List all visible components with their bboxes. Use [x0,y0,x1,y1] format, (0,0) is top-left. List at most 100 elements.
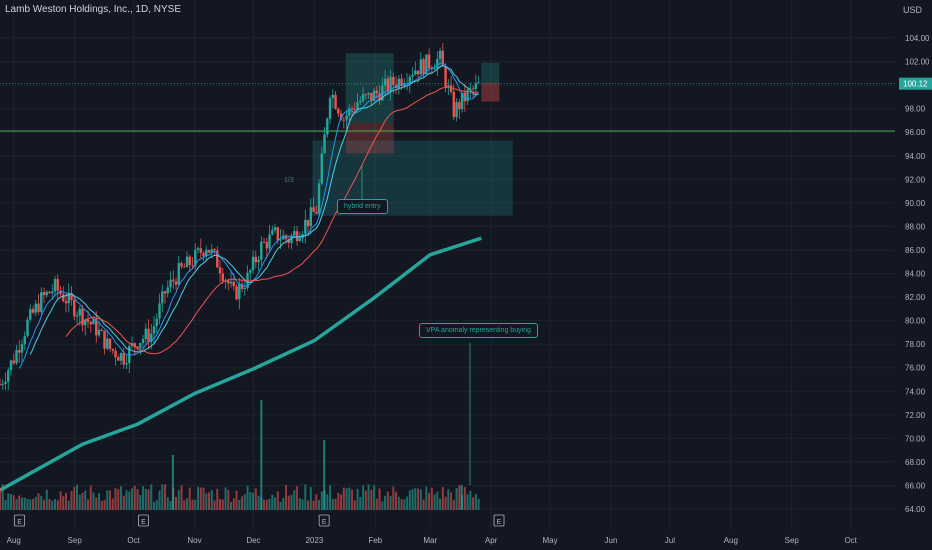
volume-bar [227,489,230,510]
candle [304,219,307,235]
earnings-icon: E [17,519,22,526]
hybrid-entry-note[interactable]: hybrid entry [337,199,388,214]
volume-bar [386,491,389,510]
volume-bar [337,492,340,510]
volume-bar [403,499,406,510]
candle [474,83,478,90]
candle [103,330,106,349]
sma-200-line [0,236,482,492]
volume-bar [158,490,161,510]
volume-bar [21,497,24,510]
volume-bar [197,486,200,510]
volume-bar [268,498,271,510]
volume-bar [309,487,312,510]
volume-bar [122,495,125,510]
y-tick-label: 104.00 [905,34,930,43]
volume-bar [276,491,279,510]
volume-bar [238,499,241,510]
candle [411,74,414,77]
candle [290,235,293,243]
candle [48,291,51,294]
candle [111,348,114,351]
vpa-anomaly-note[interactable]: VPA anomaly representing buying [419,323,538,338]
candle [18,350,21,353]
candle [251,256,255,271]
volume-bar [362,485,365,510]
chart-title: Lamb Weston Holdings, Inc., 1D, NYSE [5,4,182,15]
volume-bar [246,485,249,510]
candle [295,231,299,241]
volume-bar [59,491,62,510]
volume-bar [210,489,213,510]
volume-bar [458,485,461,510]
candle [163,291,167,294]
volume-bar [373,485,376,510]
sma-fast-line [18,62,479,369]
candle [31,309,35,313]
volume-bar [285,484,288,510]
volume-bar [433,494,436,510]
candle [471,88,475,90]
volume-bar [329,485,332,510]
volume-bar [29,499,32,510]
volume-bar [348,487,351,510]
candle [430,68,434,70]
volume-bar [428,492,431,510]
candle [243,287,246,290]
volume-bar [216,488,219,510]
volume-bar [188,487,191,510]
position-box-profit [345,53,394,123]
volume-bar [4,499,7,510]
x-tick-label: Aug [7,536,21,545]
candle [232,281,235,287]
volume-bar [136,489,139,510]
volume-bar [406,496,409,510]
volume-bar [89,485,92,510]
candle [427,54,431,69]
volume-bar [205,493,208,510]
volume-bar [191,499,194,510]
volume-bar [103,499,106,510]
candle [372,90,376,101]
volume-bar [395,491,398,510]
candle [444,66,447,87]
y-tick-label: 86.00 [905,246,926,255]
volume-bar [221,499,224,510]
volume-bar [208,492,211,510]
candle [122,353,125,365]
candle [180,263,183,267]
volume-bar [18,495,21,510]
x-tick-label: Apr [485,536,498,545]
candle [309,207,312,227]
candle [317,183,321,214]
currency-label: USD [902,5,922,15]
volume-bar [78,494,81,510]
volume-bar [463,487,466,510]
candle [392,76,395,85]
x-tick-label: Nov [187,536,201,545]
candle [15,350,18,364]
volume-bar [331,498,334,510]
volume-bar [318,499,321,510]
volume-bar [296,486,299,510]
y-tick-label: 88.00 [905,222,926,231]
candle [315,211,318,214]
volume-bar [367,484,370,510]
volume-bar [213,500,216,510]
candle [416,70,420,75]
candle [350,108,354,110]
candle [273,227,277,231]
candle [298,238,301,241]
volume-bar [444,496,447,510]
candle [229,281,233,284]
candle [78,308,81,316]
candle [177,263,180,285]
candle [73,299,76,317]
candle [108,338,112,349]
volume-bar [304,484,307,510]
volume-bar [26,499,29,510]
volume-bar [114,487,117,510]
volume-bar [381,501,384,510]
volume-bar [315,494,318,510]
